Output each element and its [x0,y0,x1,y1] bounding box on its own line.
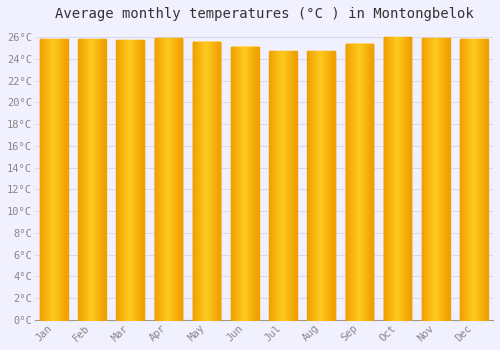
Title: Average monthly temperatures (°C ) in Montongbelok: Average monthly temperatures (°C ) in Mo… [54,7,474,21]
